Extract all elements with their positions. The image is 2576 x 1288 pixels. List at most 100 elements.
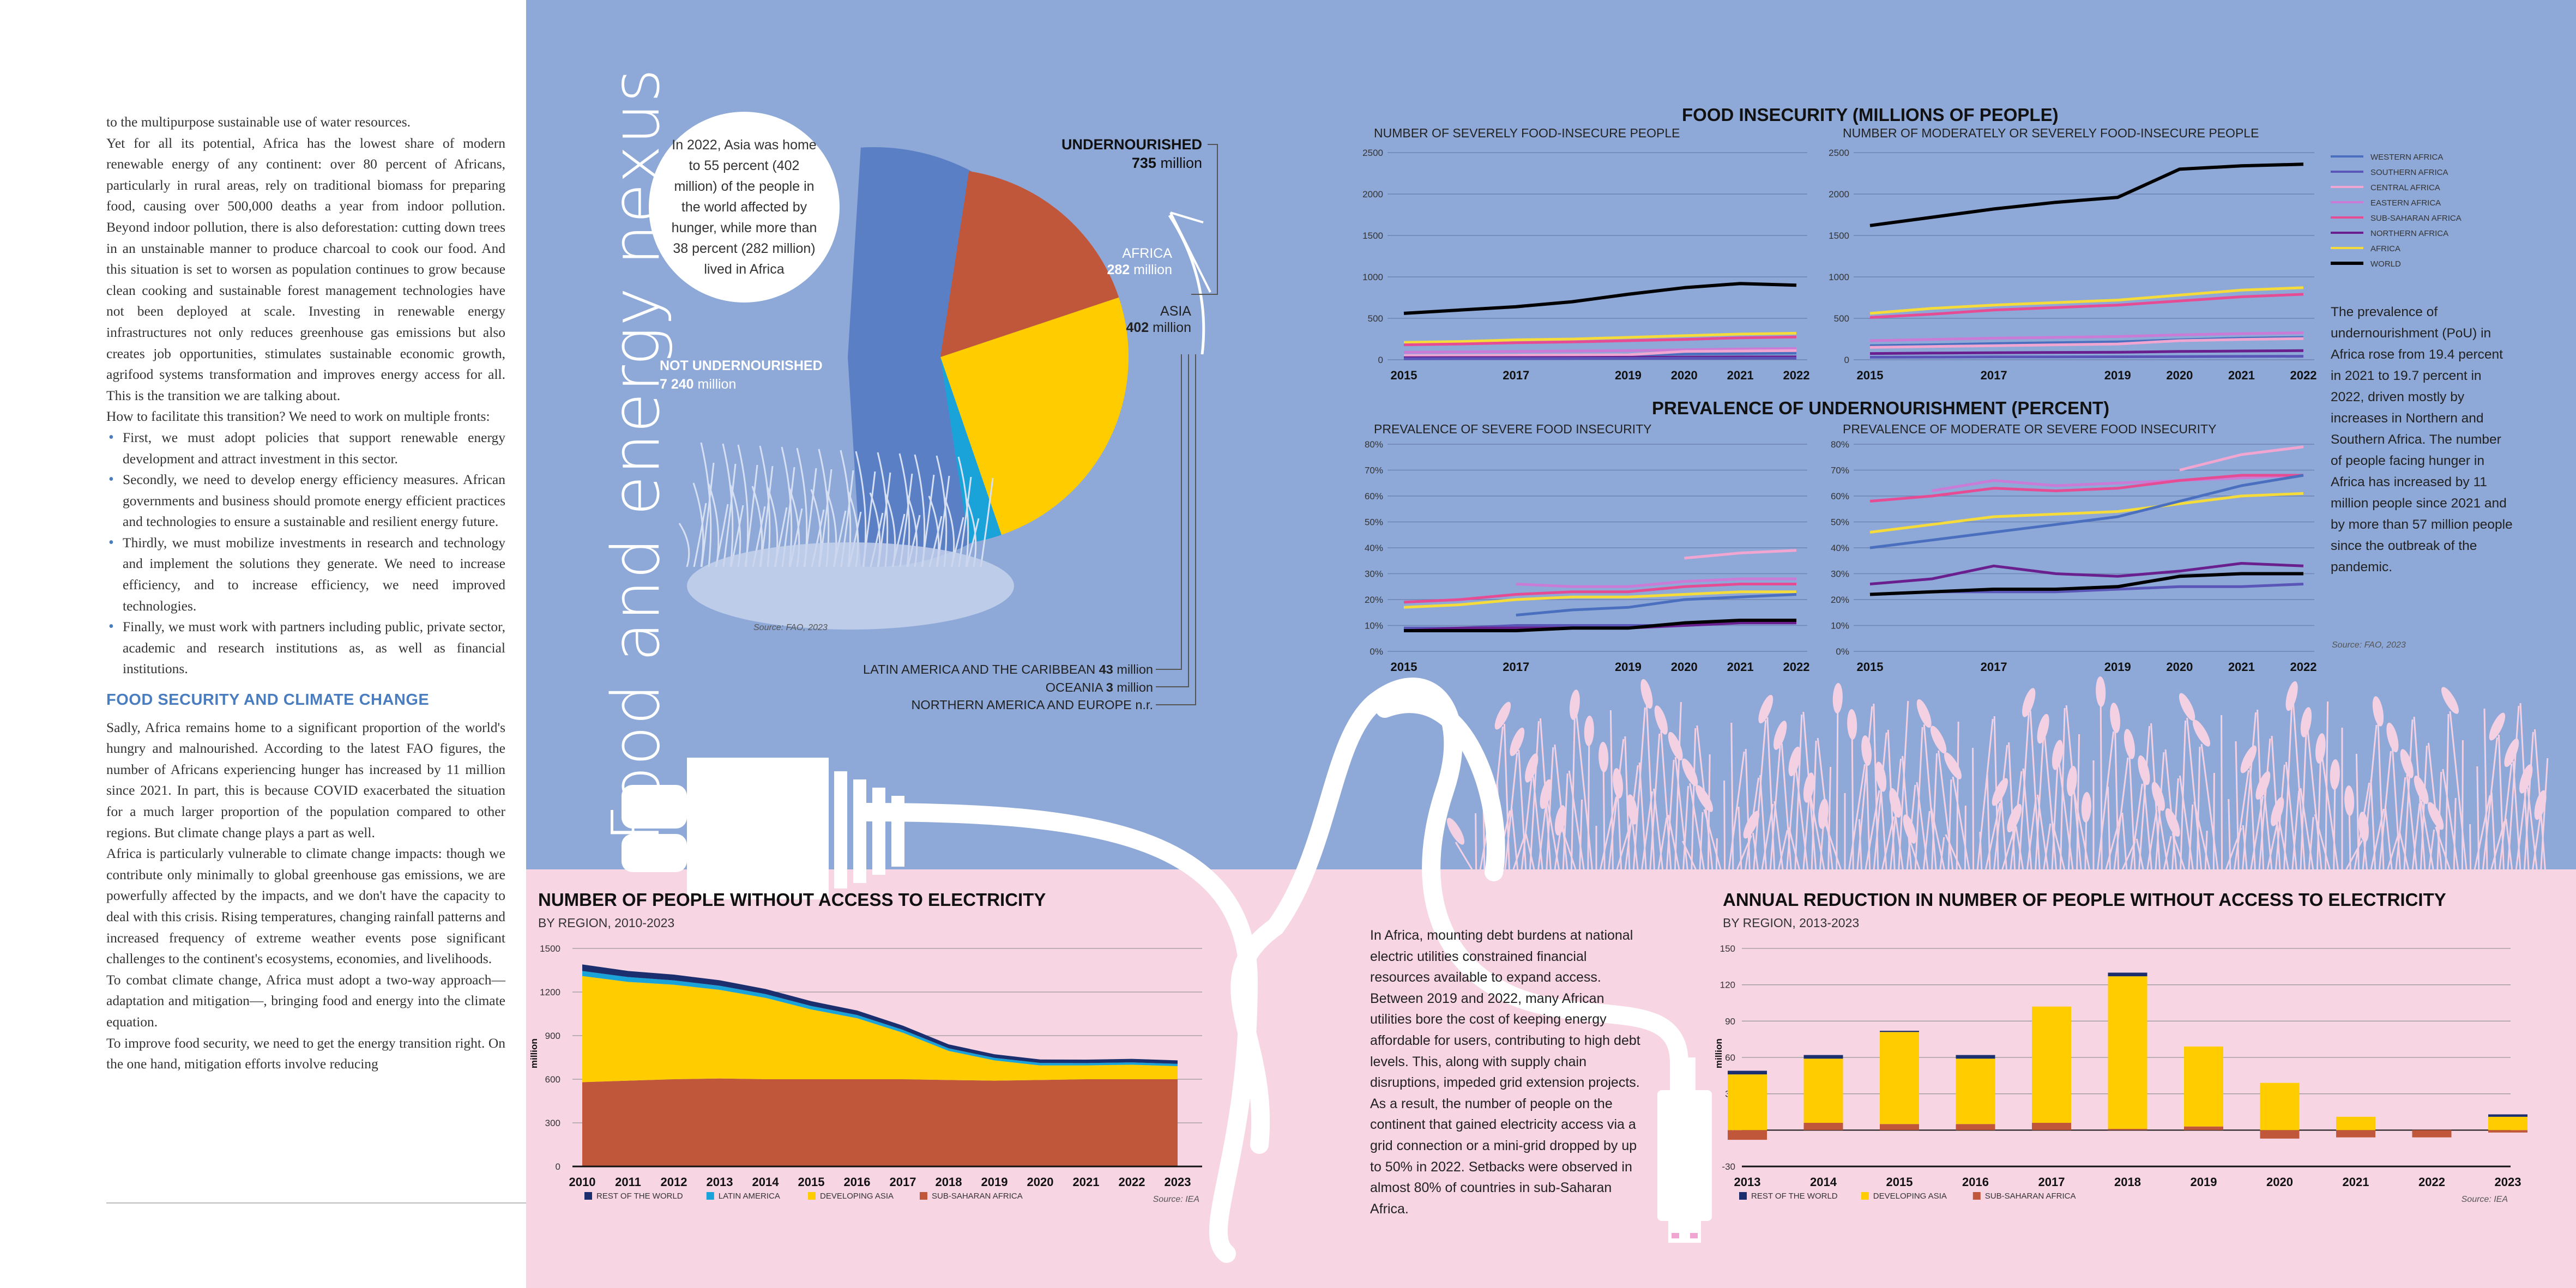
leader-line <box>1156 354 1182 670</box>
x-tick-label: 2020 <box>1671 368 1698 382</box>
grass-blade <box>2058 763 2074 870</box>
legend-label: EASTERN AFRICA <box>2370 198 2441 208</box>
grass-blade <box>678 523 690 567</box>
wheat-head <box>2138 755 2150 785</box>
x-tick-label: 2018 <box>936 1175 962 1189</box>
africa-value: 282 <box>1107 262 1130 277</box>
grass-blade <box>1972 747 1975 870</box>
bar-developing-asia <box>1956 1059 1995 1124</box>
y-tick-label: 500 <box>1834 313 1849 324</box>
y-tick-label: 150 <box>1720 944 1735 954</box>
grass-blade <box>1728 751 1745 870</box>
grass-blade <box>1745 748 1751 870</box>
grass-blade <box>2107 786 2111 870</box>
grass-blade <box>1674 757 1688 870</box>
y-tick-label: 2000 <box>1829 189 1849 199</box>
chart-subtitle: PREVALENCE OF MODERATE OR SEVERE FOOD IN… <box>1843 422 2216 436</box>
grass-blade <box>1575 712 1593 870</box>
grass-blade <box>2461 740 2464 870</box>
wheat-head <box>2022 688 2036 717</box>
x-tick-label: 2011 <box>615 1175 641 1189</box>
area-sub-saharan-africa <box>582 1078 1178 1166</box>
x-tick-label: 2020 <box>2166 368 2193 382</box>
moderate-prevalence-chart: PREVALENCE OF MODERATE OR SEVERE FOOD IN… <box>1831 422 2317 674</box>
grass-blade <box>1723 780 1726 870</box>
grass-blade <box>1938 750 1954 870</box>
grass-blade <box>1682 785 1690 870</box>
legend-label: SUB-SAHARAN AFRICA <box>1985 1192 2076 1201</box>
grass-blade <box>2316 759 2321 870</box>
y-tick-label: 500 <box>1368 313 1383 324</box>
grass-blade <box>2000 800 2007 870</box>
grass-blade <box>2029 710 2041 870</box>
grass-blade <box>2128 754 2136 870</box>
grass-blade <box>2308 817 2314 870</box>
x-tick-label: 2019 <box>1615 660 1642 674</box>
bar-sub-saharan-africa <box>1728 1130 1767 1140</box>
unit-label: million <box>1117 662 1153 676</box>
bar-developing-asia <box>2260 1083 2300 1130</box>
x-tick-label: 2023 <box>1165 1175 1191 1189</box>
x-tick-label: 2013 <box>707 1175 733 1189</box>
y-tick-label: 20% <box>1831 595 1849 605</box>
grass-blade <box>1809 795 1825 870</box>
bullet-icon: • <box>108 534 114 551</box>
y-tick-label: 0% <box>1370 646 1383 657</box>
grass-blade <box>1916 782 1929 870</box>
wheat-head <box>1889 788 1902 818</box>
grass-blade <box>1811 740 1817 870</box>
y-tick-label: 900 <box>545 1031 560 1041</box>
unit-label: million <box>1133 262 1172 277</box>
not-undernourished-callout: NOT UNDERNOURISHED 7 240 million <box>660 356 823 394</box>
x-tick-label: 2017 <box>1981 660 2007 674</box>
y-tick-label: 10% <box>1365 621 1383 631</box>
grass-blade <box>2532 815 2542 870</box>
wheat-head <box>1654 705 1668 735</box>
series-line-africa <box>1403 590 1796 609</box>
grass-blade <box>1781 743 1792 870</box>
paragraph: Sadly, Africa remains home to a signific… <box>106 719 505 840</box>
latam-callout: LATIN AMERICA AND THE CARIBBEAN 43 milli… <box>850 661 1153 679</box>
bar-sub-saharan-africa <box>2336 1130 2375 1138</box>
bar-rest-of-the-world <box>2108 972 2147 977</box>
wheat-head <box>2519 764 2533 794</box>
bar-chart-subtitle: BY REGION, 2013-2023 <box>1723 916 1859 930</box>
bar-chart-title: ANNUAL REDUCTION IN NUMBER OF PEOPLE WIT… <box>1723 890 2446 910</box>
cable-icon <box>1376 694 1505 881</box>
x-tick-label: 2023 <box>2495 1175 2521 1189</box>
grass-blade <box>2157 807 2169 870</box>
grass-blade <box>1699 812 1704 870</box>
grass-blade <box>1579 799 1583 870</box>
series-line-eastern-africa <box>1403 347 1797 354</box>
area-chart-subtitle: BY REGION, 2010-2023 <box>538 916 674 930</box>
unit-label: million <box>1153 320 1191 335</box>
grass-blade <box>1537 805 1547 870</box>
wheat-head <box>1494 702 1511 730</box>
wheat-head <box>1847 709 1857 740</box>
grass-blade <box>2420 745 2428 870</box>
series-line-western-africa <box>1516 593 1797 616</box>
grass-blade <box>2406 774 2418 870</box>
grass-blade <box>701 462 715 567</box>
grass-blade <box>2291 790 2300 870</box>
wheat-head <box>2427 802 2444 830</box>
series-line-northern-africa <box>1869 349 2304 355</box>
y-tick-label: 70% <box>1365 465 1383 476</box>
wheat-head <box>1861 735 1872 766</box>
x-tick-label: 2021 <box>2343 1175 2369 1189</box>
x-tick-label: 2022 <box>2290 660 2317 674</box>
grass-blade <box>2065 705 2082 870</box>
grass-blade <box>1609 710 1614 870</box>
grass-blade <box>2345 840 2363 870</box>
bar-sub-saharan-africa <box>2488 1130 2527 1133</box>
y-tick-label: 40% <box>1831 543 1849 553</box>
series-line-sub-saharan-africa <box>1403 583 1796 604</box>
paragraph: To improve food security, we need to get… <box>106 1035 505 1072</box>
grass-blade <box>2022 768 2032 870</box>
grass-blade <box>2010 771 2023 870</box>
grass-blade <box>2275 764 2285 870</box>
grass-blade <box>2474 795 2491 870</box>
bar-sub-saharan-africa <box>1880 1124 1919 1130</box>
wheat-head <box>1758 694 1773 724</box>
